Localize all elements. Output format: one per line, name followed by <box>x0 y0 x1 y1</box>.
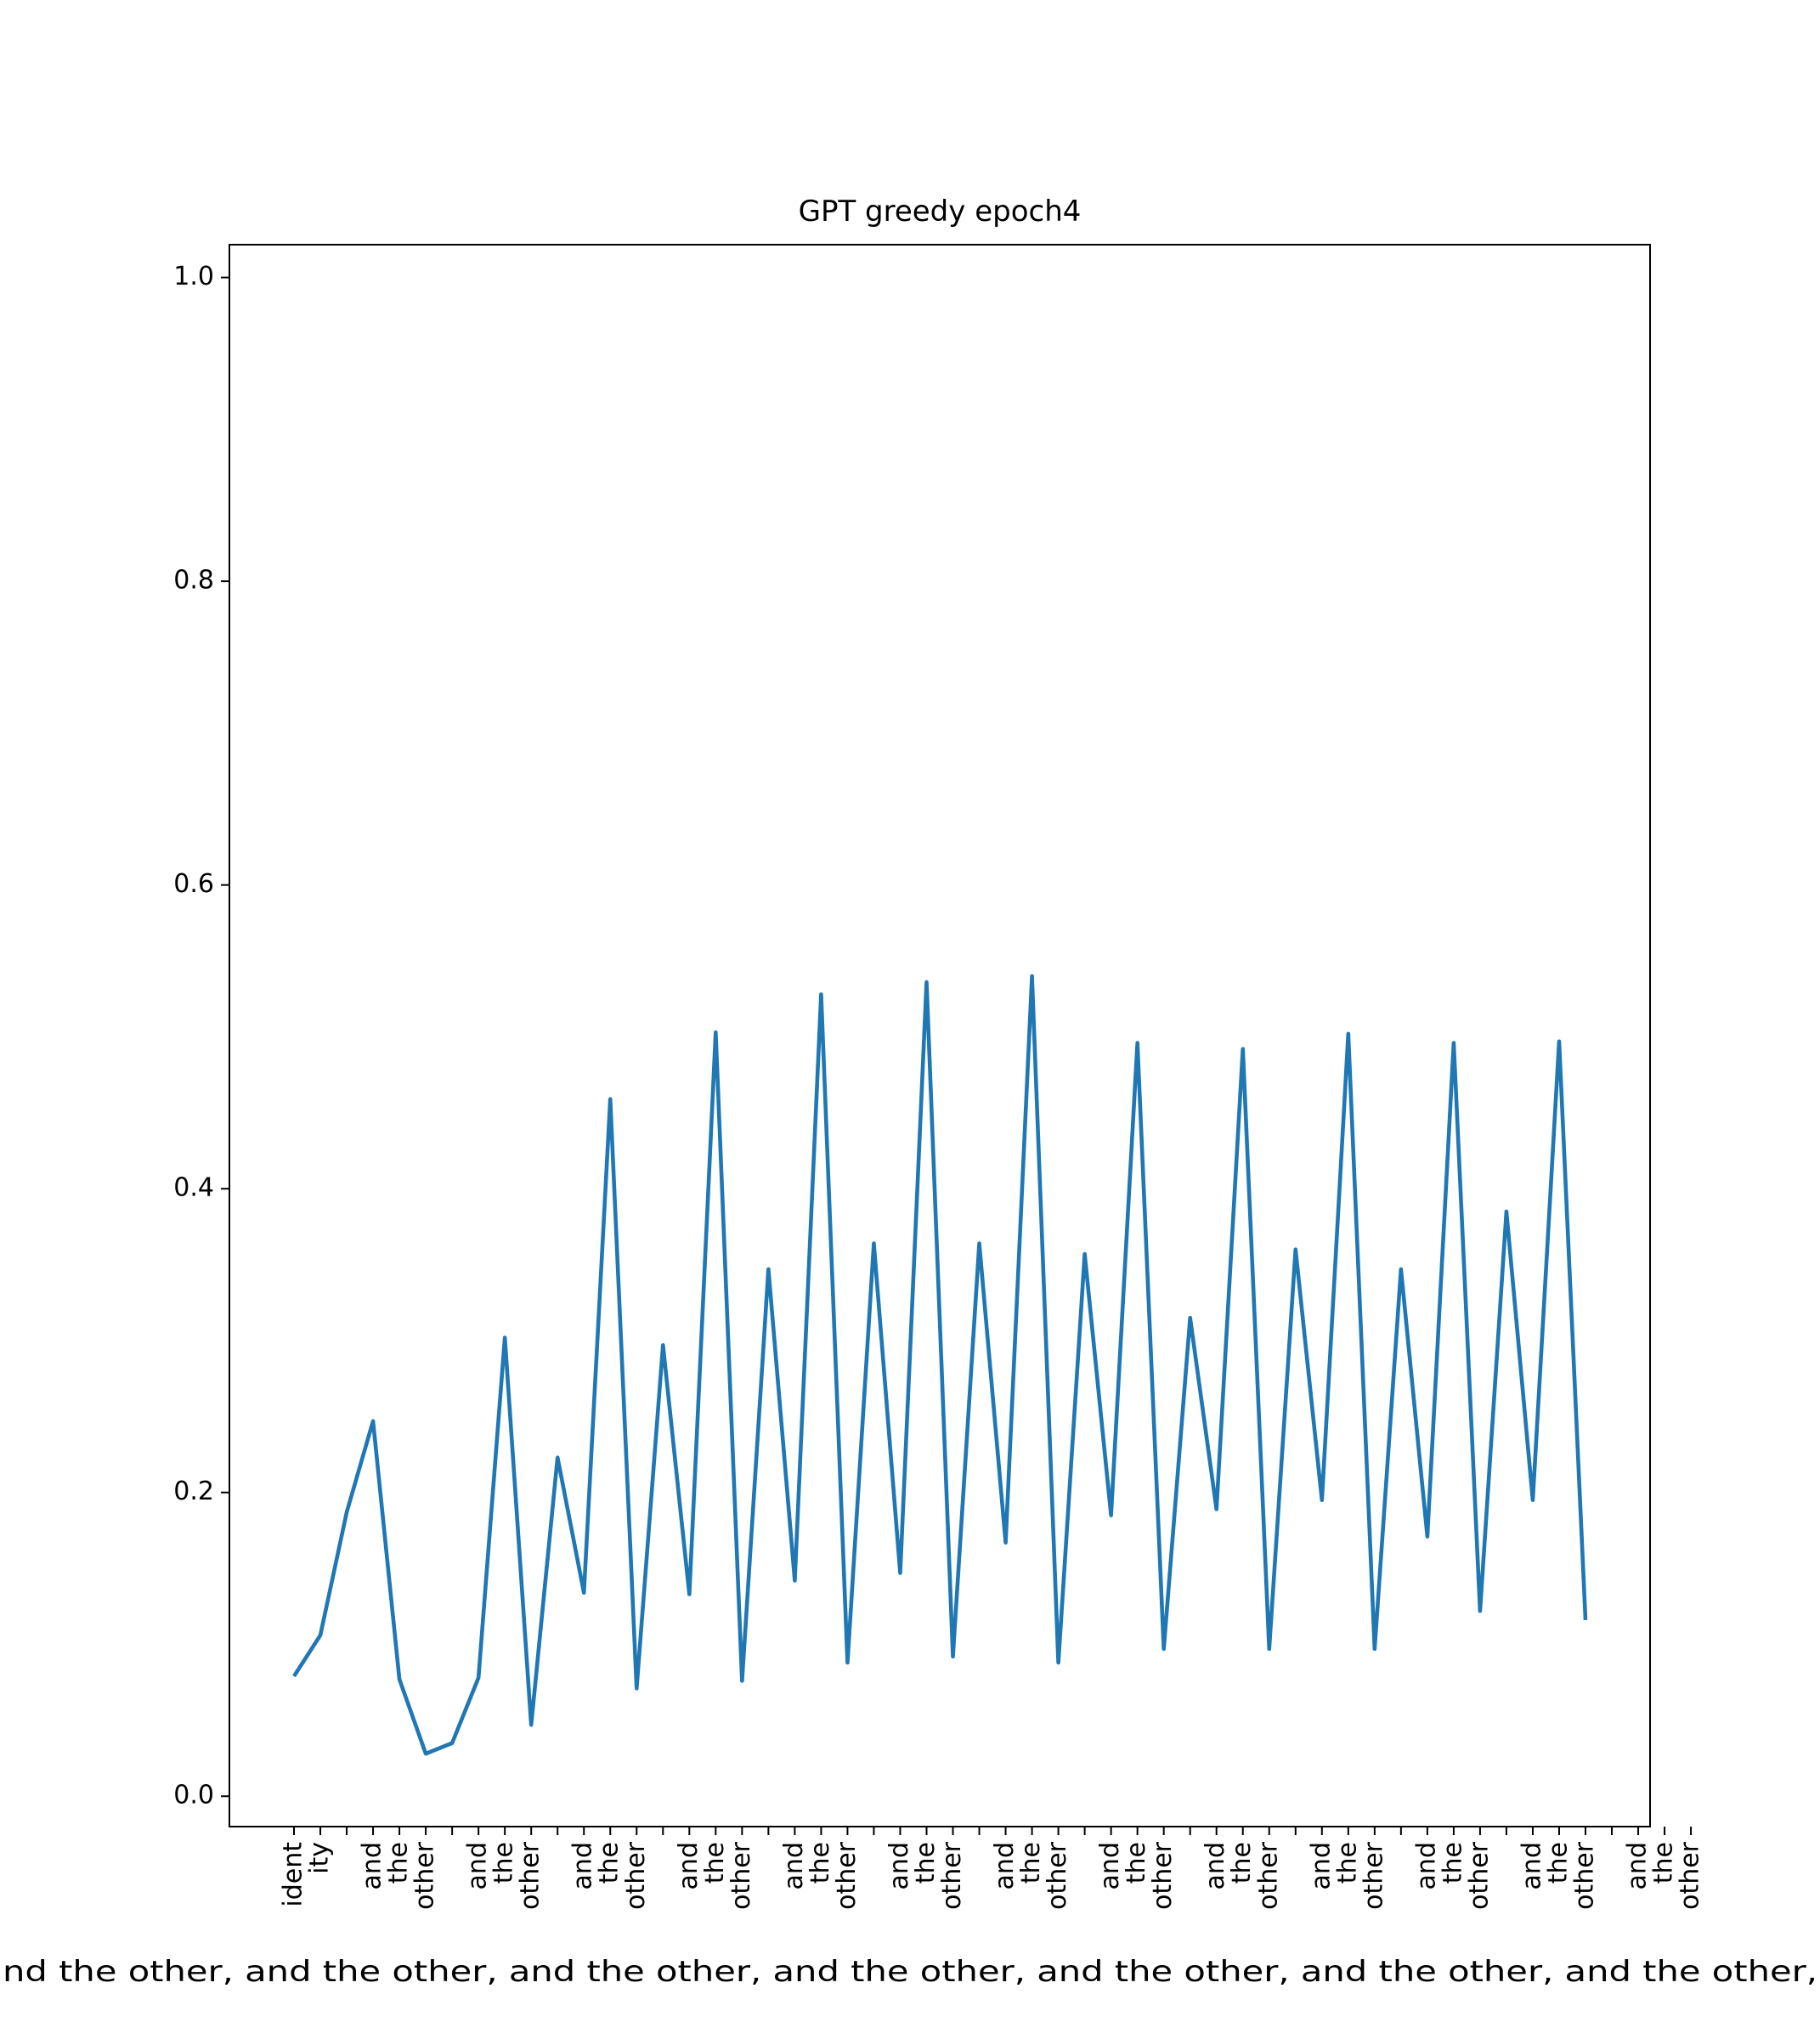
x-tick-label: other <box>621 1841 651 1910</box>
y-tick-label: 0.2 <box>173 1477 214 1506</box>
x-tick-label: other <box>516 1841 545 1910</box>
x-tick-label: the <box>384 1842 414 1884</box>
x-tick-label: and <box>990 1842 1020 1889</box>
x-tick-label: the <box>1543 1842 1573 1884</box>
x-tick-label: other <box>726 1841 756 1910</box>
x-tick-label: ident <box>279 1842 308 1907</box>
x-tick-label: other <box>1464 1841 1494 1910</box>
x-tick-label: other <box>1359 1841 1388 1910</box>
x-tick-label: and <box>1411 1842 1441 1889</box>
x-tick-label: ity <box>305 1842 335 1874</box>
x-tick-label: other <box>937 1841 967 1910</box>
x-tick-label: and <box>674 1842 704 1889</box>
x-tick-label: the <box>1122 1842 1151 1884</box>
x-axis-label: nd the other, and the other, and the oth… <box>3 1955 1817 1989</box>
x-tick-label: other <box>832 1841 862 1910</box>
x-tick-label: and <box>779 1842 809 1889</box>
x-tick-label: the <box>1016 1842 1046 1884</box>
plot-frame <box>229 244 1651 1827</box>
x-tick-label: and <box>1517 1842 1546 1889</box>
x-tick-label: other <box>1253 1841 1283 1910</box>
x-tick-label: the <box>700 1842 730 1884</box>
x-tick-label: other <box>1570 1841 1600 1910</box>
x-tick-label: and <box>463 1842 493 1889</box>
x-tick-label: the <box>1438 1842 1467 1884</box>
x-tick-label: and <box>568 1842 598 1889</box>
x-tick-label: other <box>1676 1841 1705 1910</box>
x-tick-label: the <box>1649 1842 1679 1884</box>
line-series <box>292 974 1588 1756</box>
chart-title: GPT greedy epoch4 <box>799 195 1082 229</box>
x-tick-label: the <box>1227 1842 1257 1884</box>
x-tick-label: and <box>1095 1842 1125 1889</box>
y-tick-label: 0.0 <box>173 1781 214 1810</box>
x-tick-label: the <box>911 1842 941 1884</box>
x-tick-label: and <box>1623 1842 1653 1889</box>
x-tick-label: the <box>489 1842 519 1884</box>
x-tick-label: and <box>358 1842 387 1889</box>
x-tick-label: other <box>1043 1841 1072 1910</box>
x-tick-label: and <box>1201 1842 1230 1889</box>
x-tick-label: and <box>885 1842 914 1889</box>
y-tick-label: 0.6 <box>173 869 214 899</box>
y-tick-label: 1.0 <box>173 262 214 291</box>
y-tick-label: 0.4 <box>173 1173 214 1203</box>
x-tick-label: the <box>805 1842 835 1884</box>
x-tick-label: the <box>595 1842 625 1884</box>
y-tick-label: 0.8 <box>173 566 214 596</box>
x-tick-label: and <box>1306 1842 1336 1889</box>
x-tick-label: the <box>1332 1842 1362 1884</box>
x-tick-label: other <box>1148 1841 1178 1910</box>
x-tick-label: other <box>410 1841 440 1910</box>
